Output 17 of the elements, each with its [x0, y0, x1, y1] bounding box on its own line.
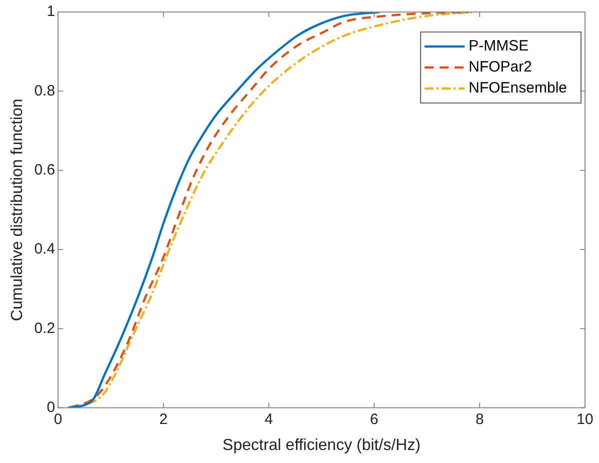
y-tick-label: 0.4	[34, 240, 56, 258]
x-tick-label: 2	[159, 410, 168, 428]
x-tick-label: 8	[475, 410, 484, 428]
x-tick-label: 4	[264, 410, 274, 428]
x-tick-label: 10	[576, 410, 594, 428]
y-tick-label: 1	[46, 3, 56, 20]
legend-label: P-MMSE	[468, 38, 529, 55]
y-tick-label: 0	[46, 398, 56, 416]
y-tick-label: 0.2	[34, 320, 56, 337]
line-series	[66, 12, 381, 408]
legend-label: NFOEnsemble	[468, 80, 568, 97]
x-axis-title: Spectral efficiency (bit/s/Hz)	[222, 436, 421, 454]
legend-label: NFOPar2	[468, 58, 532, 76]
y-tick-label: 0.6	[34, 161, 56, 178]
y-tick-label: 0.8	[34, 82, 56, 100]
y-axis-title: Cumulative distribution function	[9, 98, 26, 322]
x-tick-label: 6	[370, 410, 378, 428]
